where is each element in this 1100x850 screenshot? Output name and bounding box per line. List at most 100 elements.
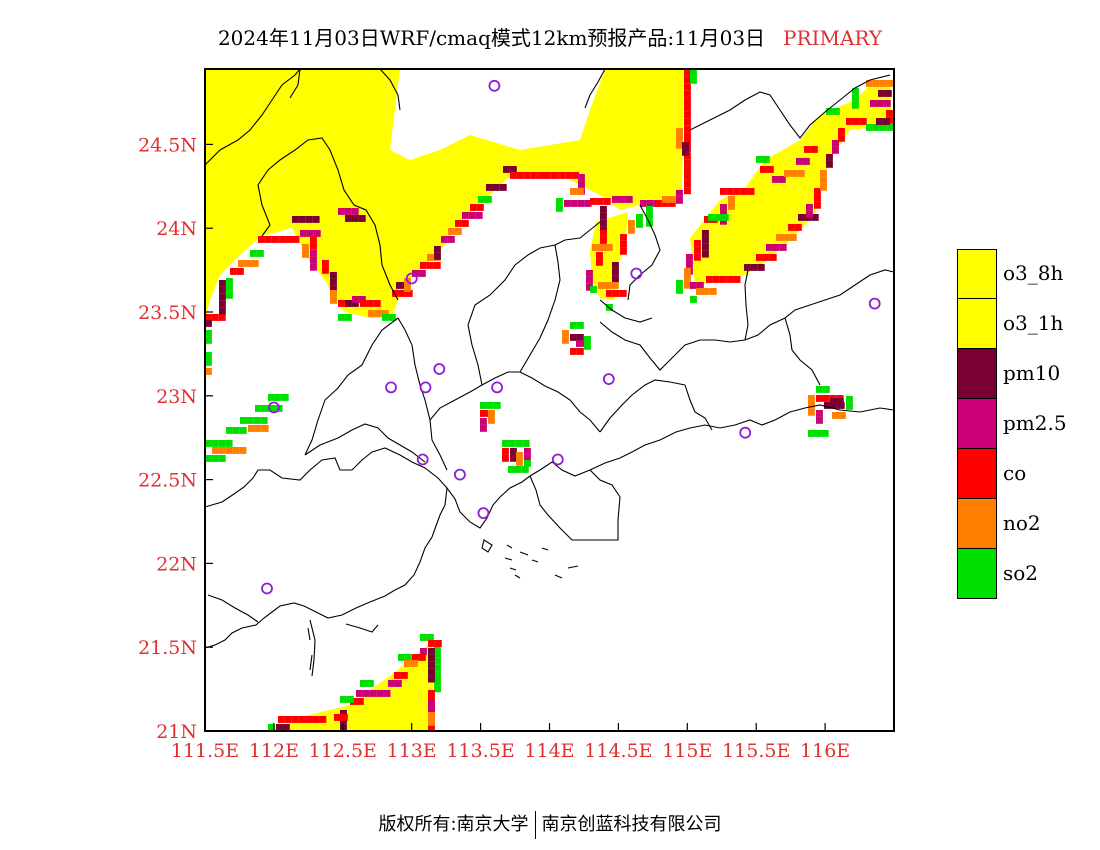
boundary-line-9 bbox=[397, 317, 448, 471]
cell-co bbox=[600, 236, 607, 244]
cell-co bbox=[418, 654, 426, 661]
cell-so2 bbox=[522, 440, 530, 447]
cell-so2 bbox=[268, 405, 276, 412]
cell-so2 bbox=[250, 250, 257, 257]
cell-co bbox=[292, 236, 300, 243]
cell-no2 bbox=[592, 244, 599, 251]
cell-pm10 bbox=[682, 148, 689, 156]
cell-pm10 bbox=[744, 264, 751, 271]
x-axis-ticks: 111.5E 112E 112.5E 113E 113.5E 114E 114.5E 115E… bbox=[171, 723, 850, 762]
cell-pm25 bbox=[369, 690, 377, 697]
cell-pm10 bbox=[702, 230, 709, 237]
boundary-line-28 bbox=[307, 627, 313, 671]
station-marker bbox=[385, 381, 397, 394]
cell-so2 bbox=[521, 466, 529, 473]
cell-so2 bbox=[274, 394, 282, 401]
cell-so2 bbox=[486, 402, 494, 409]
cell-so2 bbox=[246, 417, 254, 424]
cell-pm10 bbox=[824, 402, 831, 409]
cell-co bbox=[822, 395, 830, 402]
cell-so2 bbox=[721, 214, 729, 221]
legend-swatch bbox=[957, 449, 997, 499]
cell-no2 bbox=[684, 274, 691, 282]
cell-no2 bbox=[790, 170, 798, 177]
copyright-footer: 版权所有:南京大学 南京创蓝科技有限公司 bbox=[0, 810, 1100, 839]
cell-no2 bbox=[838, 412, 846, 419]
y-axis-ticks: 21N 21.5N 22N 22.5N 23N 23.5N 24N 24.5N bbox=[138, 134, 213, 743]
cell-co bbox=[620, 234, 627, 241]
cell-no2 bbox=[330, 290, 337, 297]
cell-pm10 bbox=[351, 300, 359, 307]
cell-so2 bbox=[514, 466, 522, 473]
cell-co bbox=[470, 204, 477, 211]
cell-pm10 bbox=[276, 724, 283, 731]
cell-co bbox=[278, 716, 285, 723]
cell-co bbox=[694, 246, 701, 254]
boundary-line-10 bbox=[304, 317, 399, 456]
title-text: 2024年11月03日WRF/cmaq模式12km预报产品:11月03日 bbox=[217, 26, 766, 50]
cell-so2 bbox=[872, 124, 880, 131]
cell-pm25 bbox=[778, 176, 786, 183]
cell-co bbox=[596, 252, 603, 259]
y-tick-label: 24N bbox=[156, 218, 197, 240]
cell-co bbox=[455, 220, 462, 227]
cell-pm10 bbox=[884, 90, 892, 97]
cell-co bbox=[814, 201, 821, 209]
cell-co bbox=[596, 258, 603, 266]
cell-no2 bbox=[598, 282, 605, 289]
x-tick-label: 115.5E bbox=[722, 740, 790, 762]
legend-item-no2: no2 bbox=[957, 499, 1097, 549]
cell-pm25 bbox=[806, 210, 813, 218]
cell-no2 bbox=[676, 128, 683, 135]
station-marker bbox=[491, 381, 504, 394]
cell-pm25 bbox=[376, 690, 384, 697]
cell-pm10 bbox=[811, 214, 819, 221]
cell-so2 bbox=[239, 427, 247, 434]
cell-pm25 bbox=[578, 174, 585, 181]
cell-so2 bbox=[398, 654, 405, 661]
cell-no2 bbox=[448, 228, 455, 235]
cell-so2 bbox=[676, 280, 683, 287]
cell-pm25 bbox=[356, 690, 363, 697]
cell-so2 bbox=[226, 291, 233, 299]
cell-co bbox=[747, 188, 755, 195]
cell-pm10 bbox=[499, 184, 507, 191]
cell-no2 bbox=[212, 447, 219, 454]
cell-so2 bbox=[434, 671, 441, 679]
cell-so2 bbox=[434, 650, 441, 658]
cell-co bbox=[684, 104, 691, 112]
cell-co bbox=[523, 172, 531, 179]
cell-co bbox=[852, 118, 860, 125]
cell-so2 bbox=[226, 284, 233, 292]
cell-so2 bbox=[821, 430, 829, 437]
cell-pm10 bbox=[330, 278, 337, 286]
cell-pm25 bbox=[441, 236, 448, 243]
cell-co bbox=[298, 716, 306, 723]
cell-pm25 bbox=[686, 254, 693, 261]
cell-no2 bbox=[784, 170, 791, 177]
cell-co bbox=[576, 348, 584, 355]
cell-pm25 bbox=[832, 140, 839, 147]
cell-pm10 bbox=[570, 334, 577, 341]
station-marker bbox=[477, 507, 490, 519]
cell-pm10 bbox=[219, 280, 226, 287]
legend-swatch bbox=[957, 499, 997, 549]
cell-no2 bbox=[251, 260, 259, 267]
cell-pm10 bbox=[757, 264, 765, 271]
cell-co bbox=[305, 716, 313, 723]
cell-pm10 bbox=[612, 268, 619, 276]
cell-pm25 bbox=[412, 270, 419, 277]
cell-no2 bbox=[218, 447, 226, 454]
cell-pm25 bbox=[351, 208, 359, 215]
cell-pm25 bbox=[720, 217, 727, 225]
cell-pm10 bbox=[492, 184, 500, 191]
cell-co bbox=[684, 173, 691, 181]
cell-so2 bbox=[404, 654, 412, 661]
cell-co bbox=[655, 200, 662, 207]
cell-so2 bbox=[886, 124, 894, 131]
cell-co bbox=[412, 654, 419, 661]
title-primary-label: PRIMARY bbox=[783, 26, 883, 50]
station-marker bbox=[267, 401, 280, 414]
cell-pm25 bbox=[796, 158, 803, 165]
